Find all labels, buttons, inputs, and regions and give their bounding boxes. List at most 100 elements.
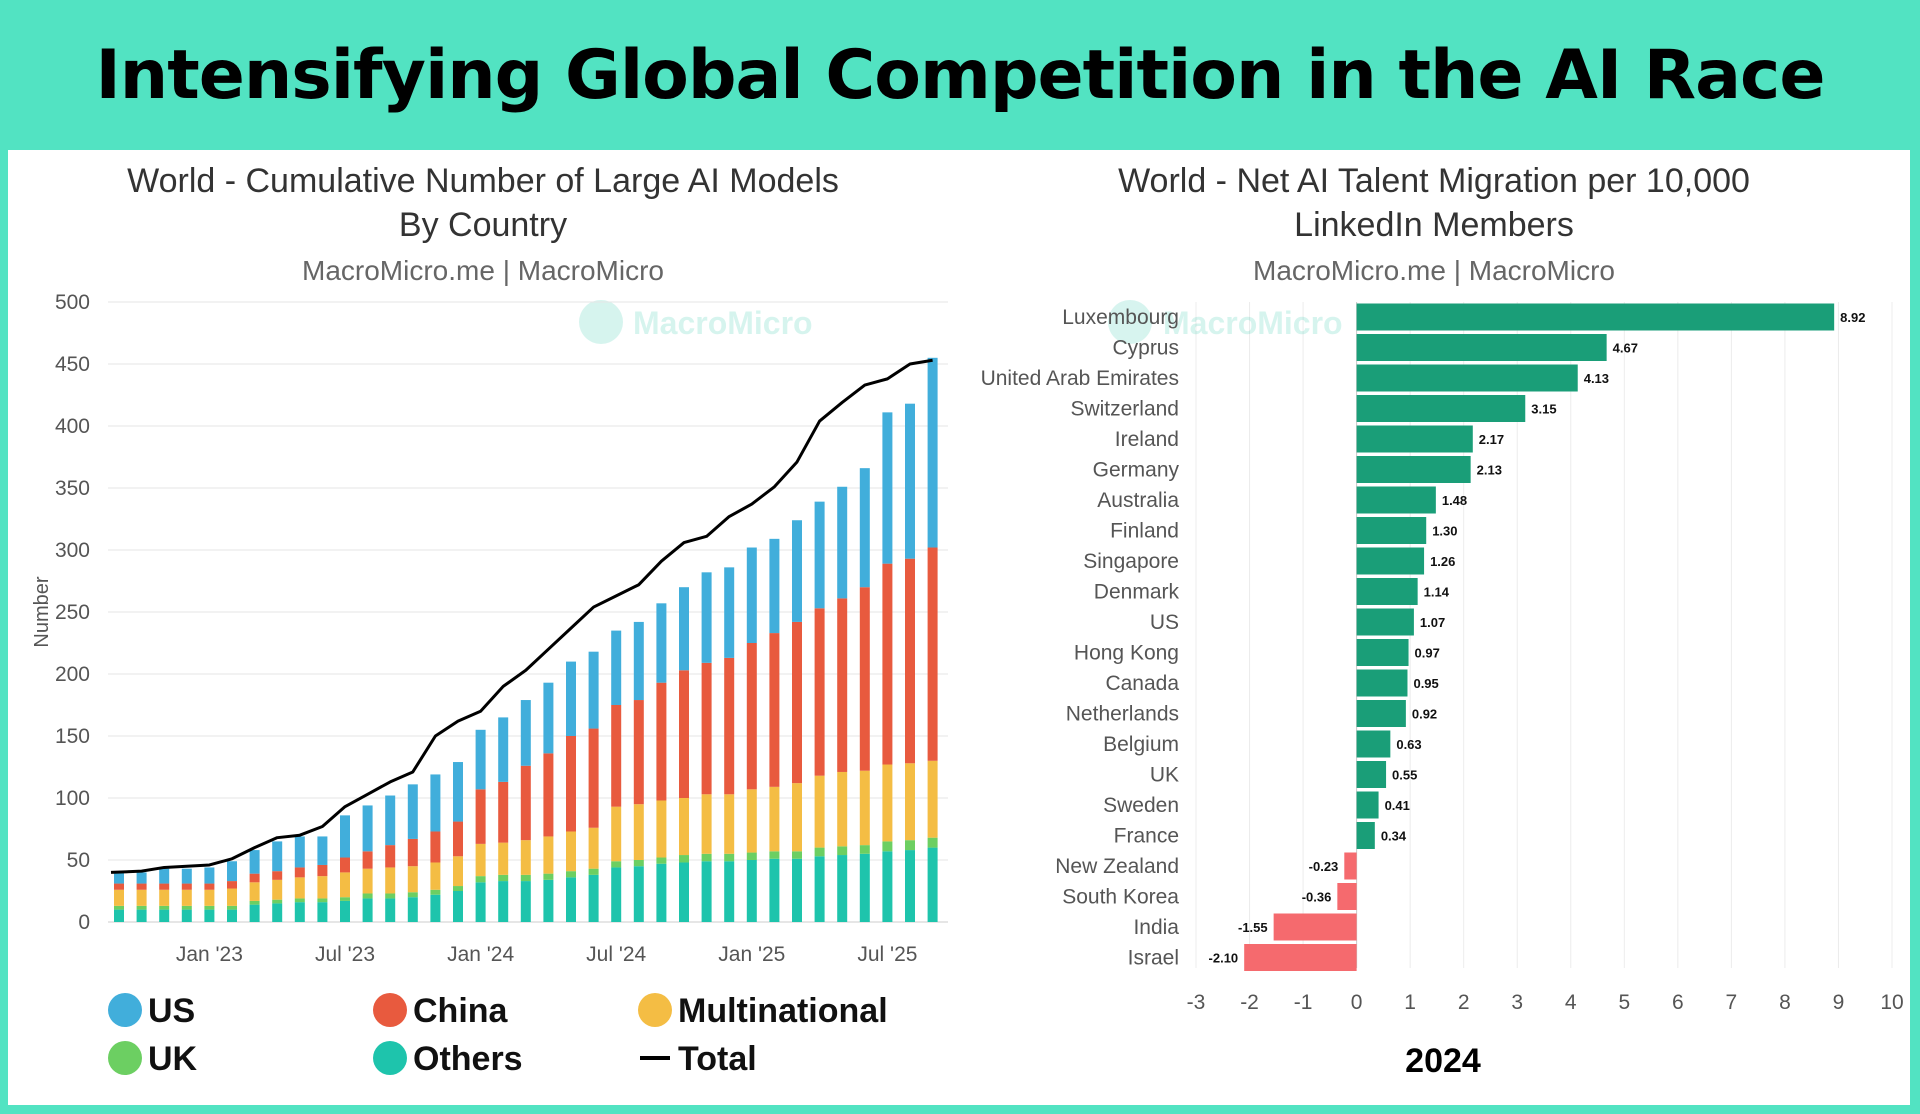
data-label: 0.95: [1413, 676, 1438, 691]
bar-rect: [1356, 730, 1391, 758]
right-x-axis-label: 2024: [1405, 1042, 1481, 1080]
bar-segment-us: [769, 538, 780, 634]
data-label: 0.97: [1415, 646, 1440, 661]
bar-segment-others: [498, 881, 509, 922]
bar-segment-uk: [633, 860, 644, 867]
bar-segment-multinational: [837, 771, 848, 847]
x-tick-label: Jul '23: [315, 943, 375, 966]
bar-segment-china: [114, 883, 124, 890]
category-label: New Zealand: [1055, 855, 1179, 878]
right-chart-title-line1: World - Net AI Talent Migration per 10,0…: [1118, 162, 1750, 200]
bar-segment-uk: [814, 847, 825, 857]
bar-rect: [1356, 425, 1473, 453]
bar-rect: [1356, 364, 1578, 392]
left-watermark-text: MacroMicro: [633, 305, 813, 341]
bar-segment-others: [905, 850, 915, 922]
category-label: Belgium: [1103, 733, 1179, 756]
bar-segment-us: [407, 784, 418, 839]
bar-segment-china: [520, 765, 531, 841]
bar-segment-multinational: [475, 843, 486, 877]
category-label: Denmark: [1094, 581, 1180, 604]
bar-segment-others: [204, 909, 215, 922]
x-tick-label: Jan '25: [718, 943, 785, 966]
bar-segment-uk: [249, 900, 260, 905]
data-label: -2.10: [1209, 951, 1239, 966]
bar-australia: 1.48: [1356, 486, 1467, 514]
bar-segment-others: [317, 902, 328, 922]
bar-segment-china: [611, 705, 622, 807]
bar-segment-china: [249, 873, 260, 883]
bar-rect: [1356, 639, 1409, 666]
bar-segment-others: [792, 858, 802, 922]
x-tick-label: 7: [1726, 991, 1738, 1014]
bar-segment-us: [792, 520, 802, 622]
y-tick-label: 450: [55, 353, 90, 376]
bar-segment-uk: [453, 886, 463, 891]
legend-item-uk: UK: [108, 1040, 198, 1078]
bar-segment-uk: [385, 893, 396, 899]
bar-segment-china: [656, 682, 667, 801]
bar-segment-us: [837, 486, 848, 599]
data-label: 2.13: [1477, 463, 1502, 478]
legend-label: China: [413, 992, 509, 1030]
bar-finland: 1.30: [1356, 517, 1458, 544]
y-tick-label: 50: [67, 849, 90, 872]
bar-segment-others: [859, 853, 870, 922]
data-label: 4.13: [1584, 371, 1609, 386]
bar-segment-us: [204, 867, 215, 884]
category-label: South Korea: [1062, 886, 1179, 909]
bar-segment-china: [317, 864, 328, 877]
x-tick-label: Jan '23: [176, 943, 243, 966]
legend-label: Multinational: [678, 992, 888, 1030]
y-tick-label: 400: [55, 415, 90, 438]
bar-segment-us: [498, 717, 509, 782]
bar-segment-multinational: [227, 888, 237, 906]
bar-segment-uk: [724, 853, 735, 862]
bar-segment-uk: [769, 851, 780, 859]
legend-label: Others: [413, 1040, 523, 1078]
bar-rect: [1344, 852, 1357, 880]
legend-dot-icon: [108, 1041, 142, 1075]
bar-segment-china: [792, 621, 802, 784]
data-label: 0.63: [1396, 737, 1421, 752]
bar-segment-uk: [520, 874, 531, 882]
bar-segment-us: [317, 836, 328, 865]
legend-dot-icon: [108, 993, 142, 1027]
bar-segment-us: [679, 587, 689, 671]
bar-segment-uk: [837, 846, 848, 856]
right-chart-title-line2: LinkedIn Members: [1294, 206, 1574, 244]
category-label: France: [1114, 825, 1179, 848]
bar-segment-us: [543, 682, 554, 754]
bar-segment-others: [475, 882, 486, 922]
bar-segment-china: [905, 558, 915, 764]
legend-dot-icon: [638, 993, 672, 1027]
bar-segment-china: [159, 883, 170, 890]
bar-segment-china: [814, 608, 825, 776]
data-label: 0.55: [1392, 768, 1417, 783]
bar-rect: [1356, 761, 1387, 788]
bar-segment-china: [746, 643, 757, 790]
left-y-ticks: 0 50 100 150 200 250 300 350 400 450 500: [55, 291, 90, 934]
legend-item-us: US: [108, 992, 195, 1030]
bar-segment-others: [362, 898, 373, 922]
data-label: 1.14: [1424, 585, 1450, 600]
bar-sweden: 0.41: [1356, 791, 1410, 819]
right-category-labels: Luxembourg Cyprus United Arab Emirates Swit…: [981, 306, 1180, 970]
bar-segment-multinational: [317, 876, 328, 899]
bar-segment-multinational: [114, 889, 124, 906]
bar-segment-us: [520, 700, 531, 766]
bar-segment-multinational: [611, 806, 622, 862]
bar-segment-multinational: [159, 889, 170, 906]
bar-segment-multinational: [701, 794, 712, 854]
category-label: Netherlands: [1066, 703, 1179, 726]
bar-segment-uk: [611, 861, 622, 868]
bar-netherlands: 0.92: [1356, 700, 1437, 727]
bar-segment-uk: [792, 851, 802, 859]
bar-segment-others: [588, 874, 599, 922]
y-tick-label: 200: [55, 663, 90, 686]
x-tick-label: Jul '25: [857, 943, 917, 966]
bar-us: 1.07: [1356, 608, 1445, 636]
y-tick-label: 250: [55, 601, 90, 624]
bar-segment-us: [430, 774, 441, 832]
page-title: Intensifying Global Competition in the A…: [95, 35, 1826, 115]
